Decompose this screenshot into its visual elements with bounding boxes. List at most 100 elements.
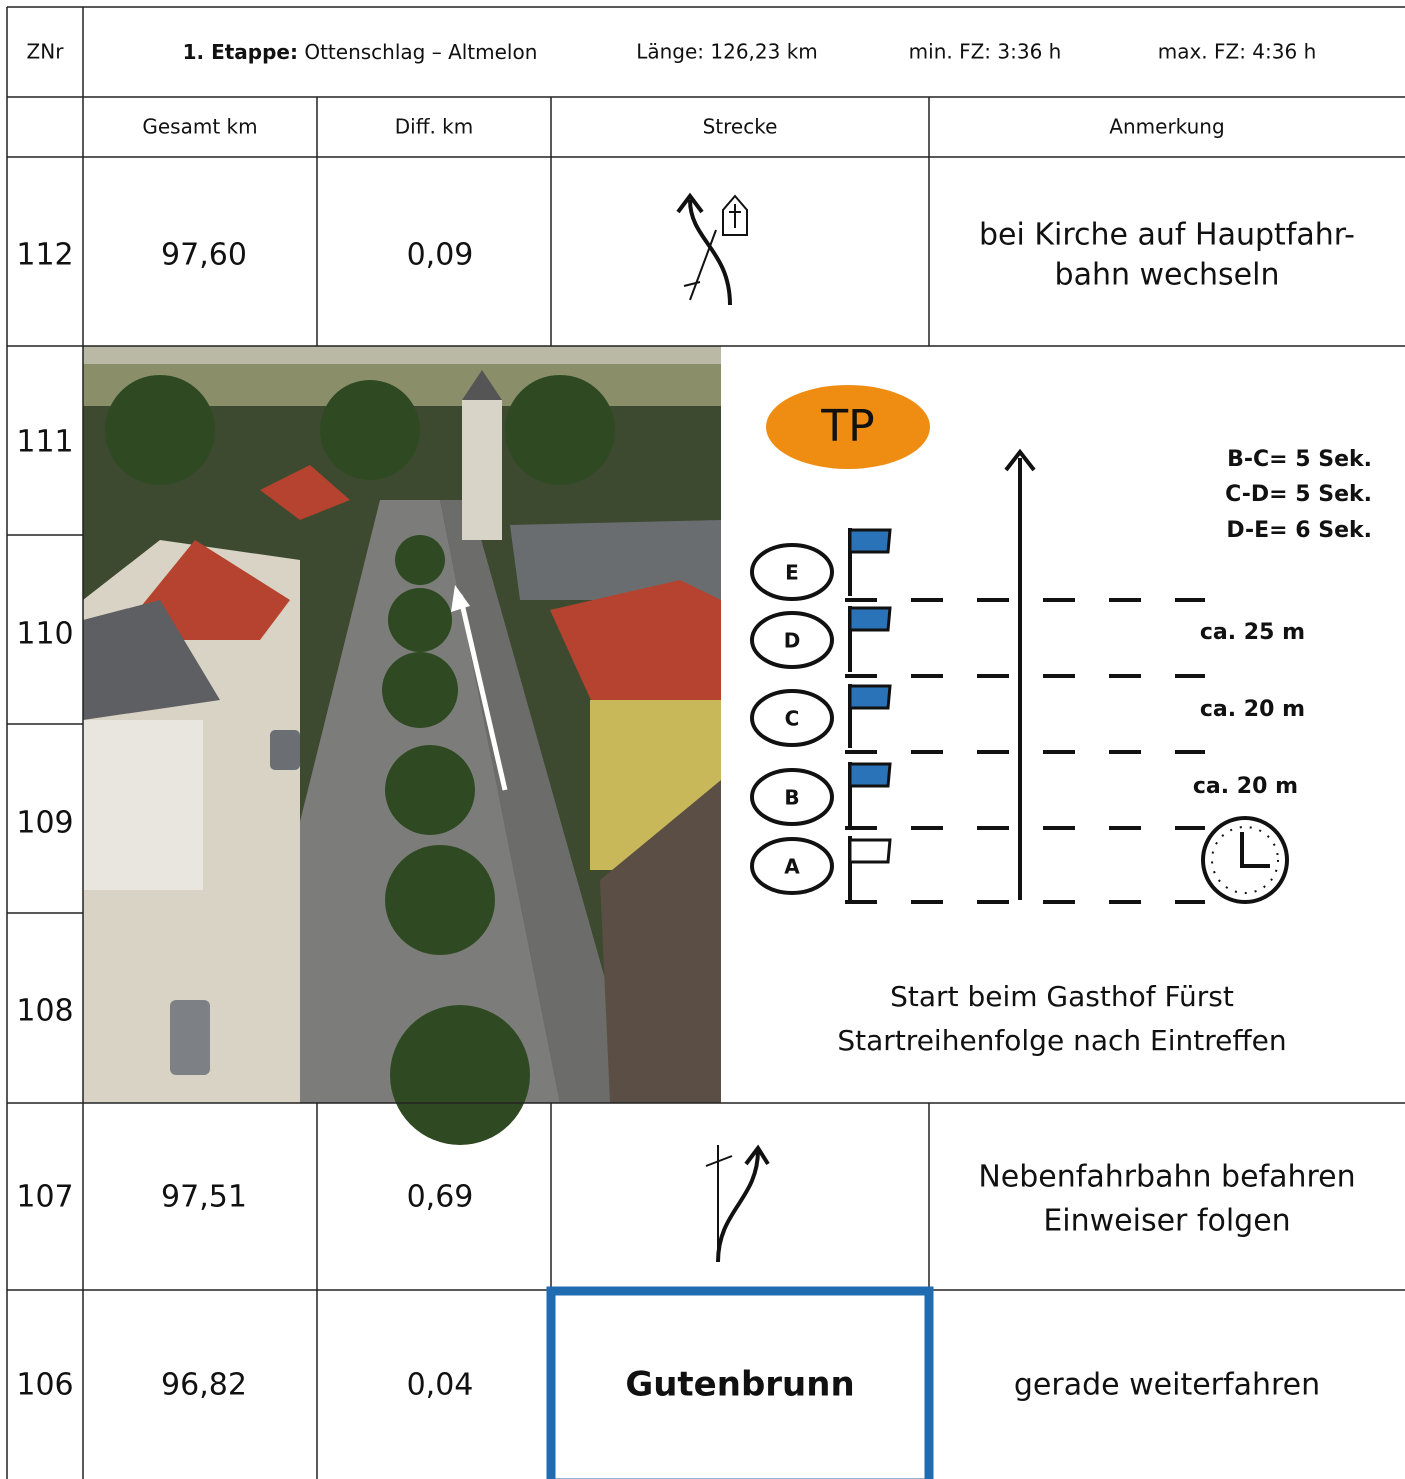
flag-letter: B: [784, 786, 799, 810]
total-km: 97,51: [161, 1180, 247, 1215]
ellipse-shape: [750, 837, 834, 895]
note: Nebenfahrbahn befahren: [978, 1160, 1355, 1195]
timing: B-C= 5 Sek.: [1227, 447, 1372, 472]
diff-km: 0,09: [407, 238, 474, 273]
table-grid: [6, 6, 1405, 1479]
town-name: Gutenbrunn: [625, 1365, 854, 1405]
route-icon: [705, 1144, 770, 1263]
znr: 107: [16, 1180, 73, 1215]
note: bahn wechseln: [1055, 258, 1280, 293]
polygon-shape: [510, 520, 721, 600]
circle-shape: [1201, 816, 1289, 904]
g-shape: [105, 375, 615, 1145]
path-shape: [848, 838, 892, 864]
polygon-shape: [83, 600, 220, 720]
distance: ca. 25 m: [1200, 620, 1305, 645]
stage-length: Länge: 126,23 km: [636, 40, 818, 64]
start-note: Start beim Gasthof Fürst: [890, 980, 1234, 1013]
polygon-shape: [451, 585, 470, 612]
path-shape: [716, 1149, 760, 1263]
path-shape: [676, 192, 704, 214]
flag-letter: A: [784, 855, 800, 879]
path-shape: [705, 1155, 733, 1167]
circle-shape: [385, 845, 495, 955]
polygon-shape: [600, 780, 721, 1103]
path-shape: [848, 528, 892, 554]
ellipse-shape: [750, 689, 834, 747]
min-time: min. FZ: 3:36 h: [909, 40, 1062, 64]
max-time: max. FZ: 4:36 h: [1158, 40, 1317, 64]
g-shape: [750, 543, 834, 895]
flag-letter: D: [784, 629, 801, 653]
diff-km: 0,04: [407, 1368, 474, 1403]
dash-lines: [845, 598, 1205, 904]
tp-badge: TP: [820, 401, 874, 452]
polygon-shape: [130, 540, 290, 640]
flag-letter: E: [785, 561, 799, 585]
path-shape: [848, 684, 892, 710]
znr: 108: [16, 994, 73, 1029]
path-shape: [744, 1144, 770, 1166]
path-shape: [689, 229, 717, 301]
flags: [848, 528, 892, 900]
stage-route: Ottenschlag – Altmelon: [304, 40, 537, 64]
path-shape: [1240, 832, 1270, 868]
distance: ca. 20 m: [1200, 697, 1305, 722]
ellipse-shape: [750, 768, 834, 826]
circle-shape: [385, 745, 475, 835]
street-photo: [83, 346, 721, 1145]
flag-letter: C: [785, 707, 800, 731]
timing: D-E= 6 Sek.: [1226, 518, 1372, 543]
note: gerade weiterfahren: [1014, 1368, 1320, 1403]
polygon-shape: [462, 370, 502, 400]
column-header: Diff. km: [395, 115, 474, 139]
path-shape: [722, 194, 748, 236]
rect-shape: [462, 400, 502, 540]
path-shape: [848, 606, 892, 632]
znr: 112: [16, 238, 73, 273]
diff-km: 0,69: [407, 1180, 474, 1215]
path-shape: [683, 281, 701, 287]
rect-shape: [83, 720, 203, 890]
polygon-shape: [260, 465, 350, 520]
znr: 106: [16, 1368, 73, 1403]
column-header: Strecke: [703, 115, 778, 139]
polygon-shape: [550, 580, 721, 720]
circle-shape: [395, 535, 445, 585]
path-shape: [729, 204, 741, 228]
circle-shape: [388, 588, 452, 652]
town-sign: [546, 1286, 934, 1479]
stage-title: 1. Etappe: Ottenschlag – Altmelon: [183, 40, 538, 64]
rect-shape: [170, 1000, 210, 1075]
znr-header: ZNr: [27, 40, 65, 64]
znr: 110: [16, 617, 73, 652]
circle-shape: [105, 375, 215, 485]
note: Einweiser folgen: [1043, 1204, 1290, 1239]
circle-shape: [320, 380, 420, 480]
column-header: Anmerkung: [1109, 115, 1224, 139]
circle-shape: [1211, 826, 1279, 894]
polygon-shape: [440, 500, 640, 1103]
total-km: 96,82: [161, 1368, 247, 1403]
ellipse-shape: [766, 385, 930, 469]
rect-shape: [270, 730, 300, 770]
clock-icon: [1201, 816, 1289, 904]
note: bei Kirche auf Hauptfahr-: [979, 218, 1355, 253]
distance: ca. 20 m: [1193, 774, 1298, 799]
ellipse-shape: [750, 611, 834, 669]
path-shape: [848, 762, 892, 788]
line-shape: [457, 594, 508, 791]
timing: C-D= 5 Sek.: [1225, 482, 1372, 507]
stage-label: 1. Etappe:: [183, 40, 298, 64]
znr: 109: [16, 806, 73, 841]
znr: 111: [16, 425, 73, 460]
column-header: Gesamt km: [142, 115, 257, 139]
path-shape: [1004, 448, 1036, 472]
circle-shape: [390, 1005, 530, 1145]
rect-shape: [83, 346, 721, 364]
circle-shape: [382, 652, 458, 728]
start-note: Startreihenfolge nach Eintreffen: [837, 1024, 1286, 1057]
